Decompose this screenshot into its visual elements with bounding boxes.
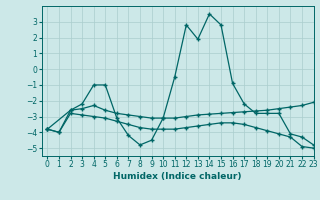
X-axis label: Humidex (Indice chaleur): Humidex (Indice chaleur) [113, 172, 242, 181]
